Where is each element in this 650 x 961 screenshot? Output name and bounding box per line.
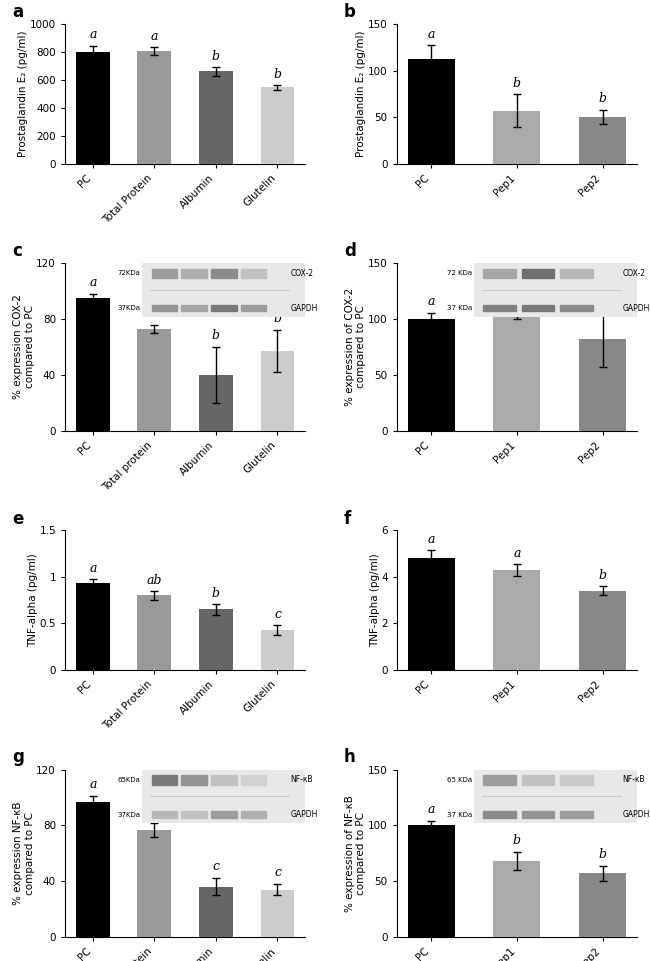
Text: b: b (274, 67, 281, 81)
Bar (76, 298, 110, 431)
Y-axis label: % expression of COX-2
compared to PC: % expression of COX-2 compared to PC (345, 287, 367, 407)
Text: a: a (12, 3, 23, 21)
Bar (493, 303, 540, 431)
Text: c: c (12, 242, 22, 259)
Bar (579, 117, 626, 163)
Bar (408, 319, 455, 431)
Bar (261, 351, 294, 431)
Text: b: b (599, 569, 606, 582)
Text: a: a (428, 295, 435, 308)
Text: a: a (513, 547, 521, 560)
Text: h: h (344, 749, 356, 766)
Bar (408, 60, 455, 163)
Bar (261, 890, 294, 937)
Bar (261, 629, 294, 670)
Bar (408, 825, 455, 937)
Text: b: b (513, 834, 521, 848)
Text: a: a (599, 293, 606, 307)
Text: b: b (212, 50, 220, 63)
Bar (137, 596, 172, 670)
Text: e: e (12, 509, 23, 528)
Bar (579, 339, 626, 431)
Text: b: b (513, 77, 521, 89)
Bar (137, 829, 172, 937)
Y-axis label: % expression of NF-κB
compared to PC: % expression of NF-κB compared to PC (345, 795, 367, 912)
Text: b: b (599, 848, 606, 860)
Text: b: b (344, 3, 356, 21)
Text: a: a (89, 778, 97, 791)
Text: d: d (344, 242, 356, 259)
Text: b: b (212, 586, 220, 600)
Y-axis label: TNF-alpha (pg/ml): TNF-alpha (pg/ml) (370, 554, 380, 647)
Bar (137, 51, 172, 163)
Y-axis label: Prostaglandin E₂ (pg/ml): Prostaglandin E₂ (pg/ml) (356, 31, 367, 157)
Text: ab: ab (147, 574, 162, 586)
Text: b: b (150, 804, 159, 818)
Y-axis label: % expression NF-κB
compared to PC: % expression NF-κB compared to PC (13, 801, 35, 905)
Bar (261, 87, 294, 163)
Text: a: a (513, 267, 521, 281)
Bar (76, 801, 110, 937)
Text: c: c (274, 866, 281, 879)
Bar (199, 375, 233, 431)
Bar (493, 861, 540, 937)
Bar (493, 111, 540, 163)
Text: c: c (274, 608, 281, 621)
Bar (76, 583, 110, 670)
Text: f: f (344, 509, 351, 528)
Text: a: a (89, 561, 97, 575)
Bar (579, 874, 626, 937)
Y-axis label: % expression COX-2
compared to PC: % expression COX-2 compared to PC (13, 294, 35, 400)
Bar (493, 570, 540, 670)
Text: a: a (428, 802, 435, 816)
Text: a: a (89, 276, 97, 289)
Bar (579, 591, 626, 670)
Text: a: a (151, 30, 158, 43)
Text: a: a (89, 29, 97, 41)
Text: b: b (212, 329, 220, 342)
Y-axis label: Prostaglandin E₂ (pg/ml): Prostaglandin E₂ (pg/ml) (18, 31, 29, 157)
Text: c: c (213, 860, 220, 874)
Text: b: b (599, 92, 606, 106)
Text: a: a (428, 533, 435, 546)
Text: g: g (12, 749, 24, 766)
Text: ab: ab (147, 307, 162, 320)
Text: b: b (274, 312, 281, 325)
Y-axis label: TNF-alpha (pg/ml): TNF-alpha (pg/ml) (28, 554, 38, 647)
Bar (408, 558, 455, 670)
Text: a: a (428, 28, 435, 41)
Bar (199, 71, 233, 163)
Bar (137, 329, 172, 431)
Bar (199, 609, 233, 670)
Bar (76, 52, 110, 163)
Bar (199, 887, 233, 937)
